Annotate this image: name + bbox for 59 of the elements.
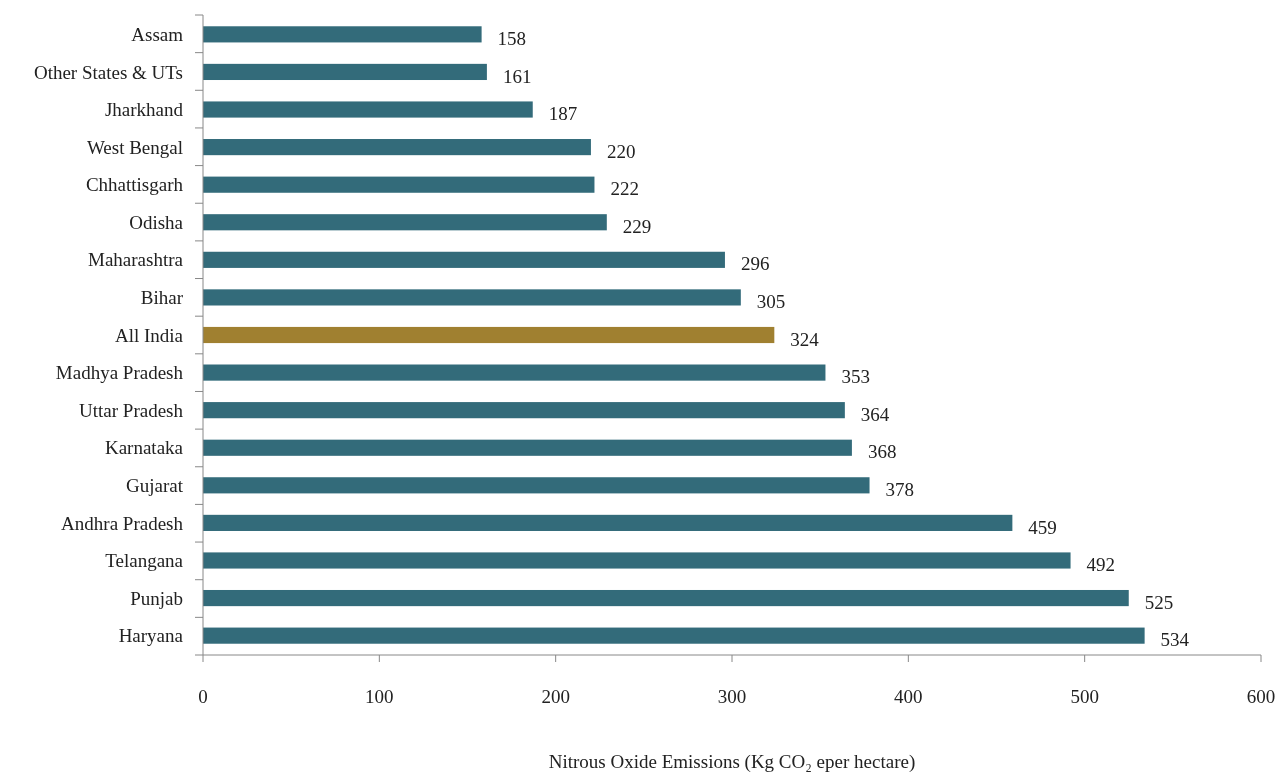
data-label: 187 <box>548 103 578 125</box>
y-tick-label: Jharkhand <box>104 99 184 121</box>
y-tick-label: Odisha <box>129 211 184 233</box>
x-tick-label: 500 <box>1070 686 1099 707</box>
x-axis-title: Nitrous Oxide Emissions (Kg CO₂ eper hectare) <box>548 751 916 773</box>
bar <box>203 63 487 81</box>
bar <box>203 289 741 306</box>
bar <box>203 364 826 381</box>
data-label: 368 <box>867 441 897 463</box>
x-tick-label: 0 <box>198 686 208 707</box>
y-tick-label: Gujarat <box>126 474 184 496</box>
data-label: 525 <box>1144 591 1174 613</box>
x-tick-label: 100 <box>365 686 394 707</box>
y-tick-label: Uttar Pradesh <box>79 399 184 421</box>
bar <box>203 552 1071 569</box>
y-tick-label: Punjab <box>130 587 183 609</box>
bar <box>203 214 607 231</box>
y-tick-label: All India <box>114 324 184 346</box>
data-label: 220 <box>606 140 636 162</box>
y-tick-label: West Bengal <box>86 136 183 158</box>
y-tick-label: Haryana <box>118 625 184 647</box>
data-label: 459 <box>1028 516 1057 538</box>
bar <box>203 627 1145 644</box>
bar <box>203 439 852 456</box>
data-label: 378 <box>885 478 915 500</box>
data-label: 161 <box>502 65 532 87</box>
bar <box>203 251 725 268</box>
bar <box>203 514 1013 531</box>
x-tick-label: 300 <box>717 686 747 707</box>
data-label: 222 <box>610 178 639 200</box>
bar <box>203 326 775 344</box>
bar <box>203 176 595 193</box>
data-label: 324 <box>790 328 820 350</box>
data-label: 492 <box>1086 554 1116 576</box>
y-tick-label: Karnataka <box>104 437 184 459</box>
bar <box>203 101 533 118</box>
bar <box>203 139 591 156</box>
y-tick-label: Andhra Pradesh <box>61 512 184 534</box>
bar <box>203 589 1129 607</box>
data-label: 158 <box>497 28 527 49</box>
data-label: 305 <box>756 291 786 313</box>
y-tick-label: Chhattisgarh <box>85 174 184 196</box>
y-tick-label: Madhya Pradesh <box>55 362 184 384</box>
bar <box>203 402 845 419</box>
y-tick-label: Telangana <box>105 550 184 572</box>
data-label: 229 <box>622 215 652 237</box>
x-tick-label: 600 <box>1246 686 1276 707</box>
y-tick-label: Assam <box>131 24 184 45</box>
data-label: 364 <box>860 403 890 425</box>
data-label: 534 <box>1160 629 1190 651</box>
x-tick-label: 400 <box>894 686 923 707</box>
x-tick-label: 200 <box>541 686 570 707</box>
bar <box>203 477 870 494</box>
data-label: 296 <box>740 253 770 275</box>
y-tick-label: Bihar <box>140 287 184 309</box>
y-tick-label: Maharashtra <box>88 249 184 271</box>
bar <box>203 26 482 43</box>
y-tick-label: Other States & UTs <box>33 61 183 83</box>
data-label: 353 <box>841 366 870 388</box>
